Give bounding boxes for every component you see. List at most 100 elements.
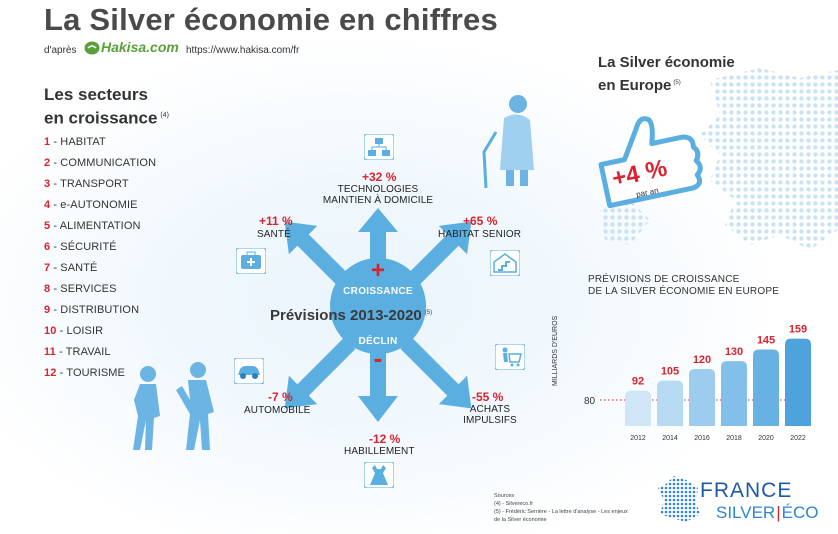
elderly-woman-illustration — [482, 95, 534, 189]
sector-number: 3 — [44, 178, 51, 190]
france-map-logo-icon — [658, 476, 700, 522]
bar-2022 — [785, 338, 811, 426]
sectors-note: (4) — [160, 112, 169, 119]
baseline-label: 80 — [584, 396, 596, 407]
shopping-cart-icon — [495, 344, 525, 370]
europe-title-line1: La Silver économie — [598, 54, 735, 71]
sector-separator: - — [50, 136, 61, 148]
habillement-label: HABILLEMENT — [344, 446, 415, 457]
sector-number: 7 — [44, 262, 51, 274]
sector-number: 12 — [44, 367, 57, 379]
bar-value-label: 145 — [757, 335, 775, 347]
achats-line2: IMPULSIFS — [463, 415, 517, 426]
sante-pct: +11 % — [259, 214, 293, 228]
bar-value-label: 105 — [661, 366, 679, 378]
hakisa-url[interactable]: https://www.hakisa.com/fr — [186, 45, 300, 56]
chart-y-axis-label: MILLIARDS D'EUROS — [552, 315, 559, 386]
logo-silver-eco: SILVER|ÉCO — [716, 503, 819, 522]
sector-separator: - — [50, 262, 61, 274]
bar-2012 — [625, 390, 651, 426]
sector-label: TRANSPORT — [60, 178, 129, 190]
sector-label: DISTRIBUTION — [60, 304, 140, 316]
achats-pct: -55 % — [472, 390, 504, 404]
bar-value-label: 130 — [725, 346, 743, 358]
sectors-title-line1: Les secteurs — [44, 85, 148, 104]
sector-label: SERVICES — [60, 283, 117, 295]
sectors-list: 1 - HABITAT 2 - COMMUNICATION 3 - TRANSPOR… — [44, 136, 156, 388]
sector-item: 1 - HABITAT — [44, 136, 156, 157]
forecast-title-text: Prévisions 2013-2020 — [270, 307, 422, 324]
sector-separator: - — [56, 325, 67, 337]
sector-item: 11 - TRAVAIL — [44, 346, 156, 367]
plus-sign: + — [370, 257, 385, 284]
automobile-label: AUTOMOBILE — [244, 405, 311, 416]
europe-note: (5) — [673, 80, 681, 86]
sector-item: 5 - ALIMENTATION — [44, 220, 156, 241]
sector-separator: - — [50, 199, 61, 211]
hakisa-brand: Hakisa.com — [101, 39, 179, 55]
sector-label: e-AUTONOMIE — [60, 199, 138, 211]
sources-line3: (5) - Frédéric Serrière - La lettre d'an… — [494, 509, 628, 515]
sector-label: SÉCURITÉ — [60, 241, 117, 253]
sector-item: 9 - DISTRIBUTION — [44, 304, 156, 325]
x-tick-label: 2014 — [662, 435, 678, 442]
walking-people-illustration — [133, 362, 214, 450]
car-icon — [234, 358, 264, 384]
sector-item: 4 - e-AUTONOMIE — [44, 199, 156, 220]
chart-title-line1: PRÉVISIONS DE CROISSANCE — [588, 274, 740, 285]
sector-number: 4 — [44, 199, 51, 211]
sector-separator: - — [50, 220, 60, 232]
europe-title: La Silver économie en Europe (5) — [598, 53, 735, 96]
technologies-pct: +32 % — [362, 170, 397, 184]
sector-item: 7 - SANTÉ — [44, 262, 156, 283]
chart-title: PRÉVISIONS DE CROISSANCE DE LA SILVER ÉC… — [588, 274, 779, 298]
chart-title-line2: DE LA SILVER ÉCONOMIE EN EUROPE — [588, 286, 780, 297]
sector-item: 6 - SÉCURITÉ — [44, 241, 156, 262]
habitat-pct: +65 % — [463, 214, 498, 228]
sector-label: SANTÉ — [60, 262, 98, 274]
sectors-title-line2: en croissance — [44, 108, 158, 128]
sector-separator: - — [50, 304, 61, 316]
x-tick-label: 2018 — [726, 435, 742, 442]
sectors-title: Les secteurs en croissance (4) — [44, 84, 169, 129]
sources-line4: de la Silver économie — [494, 517, 547, 523]
sector-number: 8 — [44, 283, 51, 295]
sector-number: 10 — [44, 325, 57, 337]
europe-dot-map — [600, 68, 838, 250]
sector-item: 3 - TRANSPORT — [44, 178, 156, 199]
forecast-center-circle — [330, 258, 426, 354]
sector-label: LOISIR — [66, 325, 104, 337]
sector-number: 9 — [44, 304, 51, 316]
sector-number: 11 — [44, 346, 56, 358]
medical-kit-icon — [236, 248, 266, 274]
x-tick-label: 2020 — [758, 435, 774, 442]
hakisa-leaf-icon — [84, 41, 100, 55]
sector-label: COMMUNICATION — [60, 157, 157, 169]
europe-title-line2: en Europe — [598, 77, 672, 94]
sector-item: 10 - LOISIR — [44, 325, 156, 346]
sector-number: 5 — [44, 220, 51, 232]
sources-block: Sources (4) - Silvereco.fr (5) - Frédéri… — [494, 492, 628, 524]
habitat-label: HABITAT SENIOR — [438, 229, 522, 240]
sante-label: SANTÉ — [257, 229, 291, 240]
logo-france: FRANCE — [700, 479, 793, 502]
bar-2014 — [657, 380, 683, 426]
sector-label: TRAVAIL — [65, 346, 111, 358]
sector-label: TOURISME — [66, 367, 125, 379]
sector-separator: - — [50, 178, 61, 190]
sector-separator: - — [50, 157, 61, 169]
network-icon — [364, 134, 394, 160]
x-tick-label: 2012 — [630, 435, 646, 442]
logo-eco: ÉCO — [781, 503, 819, 522]
technologies-line2: MAINTIEN À DOMICILE — [322, 195, 434, 206]
logo-silver: SILVER — [716, 503, 776, 522]
sources-line2: (4) - Silvereco.fr — [494, 501, 534, 507]
technologies-label: TECHNOLOGIES MAINTIEN À DOMICILE — [316, 184, 440, 206]
sector-label: HABITAT — [60, 136, 106, 148]
achats-label: ACHATS IMPULSIFS — [452, 404, 528, 426]
bar-value-label: 92 — [632, 376, 644, 388]
page-title: La Silver économie en chiffres — [44, 2, 498, 37]
forecast-note: (5) — [424, 310, 433, 316]
sector-item: 8 - SERVICES — [44, 283, 156, 304]
